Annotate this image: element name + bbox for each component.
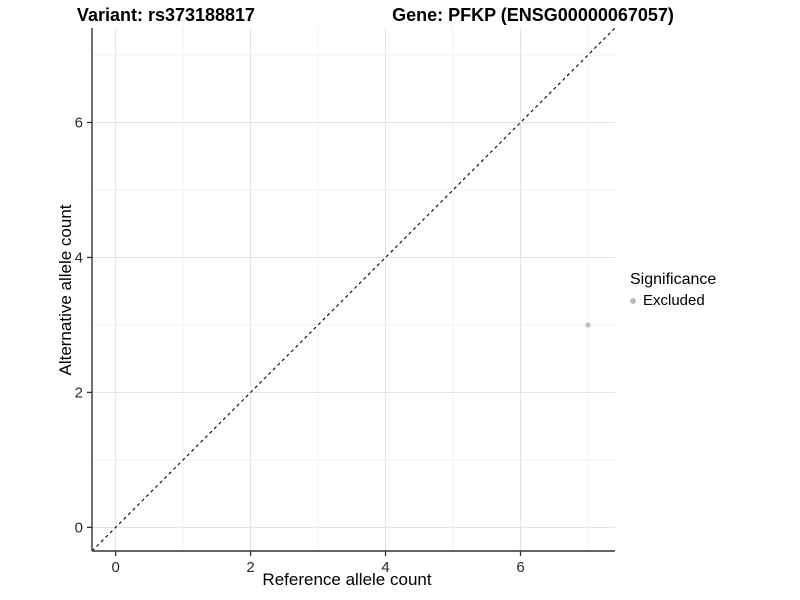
x-tick-label: 6 bbox=[516, 559, 524, 576]
plot-title-variant: Variant: rs373188817 bbox=[76, 5, 256, 25]
x-tick-label: 4 bbox=[381, 559, 389, 576]
legend-title: Significance bbox=[630, 271, 717, 288]
y-tick-label: 4 bbox=[75, 249, 83, 266]
x-axis-title: Reference allele count bbox=[262, 570, 432, 589]
legend-label: Excluded bbox=[643, 292, 705, 309]
identity-dashed-line bbox=[92, 28, 615, 551]
legend-entry-excluded: Excluded bbox=[630, 292, 716, 309]
x-tick-label: 0 bbox=[111, 559, 119, 576]
y-tick-label: 2 bbox=[75, 384, 83, 401]
excluded-point-icon bbox=[630, 297, 636, 304]
y-axis-title: Alternative allele count bbox=[56, 204, 75, 376]
plot-panel: 0 2 4 6 0 2 4 6 bbox=[75, 28, 615, 576]
chart-canvas: 0 2 4 6 0 2 4 6 bbox=[75, 28, 615, 576]
legend: Significance Excluded bbox=[630, 271, 716, 309]
y-tick-label: 6 bbox=[75, 114, 83, 131]
x-tick-label: 2 bbox=[246, 559, 254, 576]
data-point bbox=[585, 322, 591, 328]
plot-title-gene: Gene: PFKP (ENSG00000067057) bbox=[392, 5, 674, 25]
y-tick-label: 0 bbox=[75, 519, 83, 536]
